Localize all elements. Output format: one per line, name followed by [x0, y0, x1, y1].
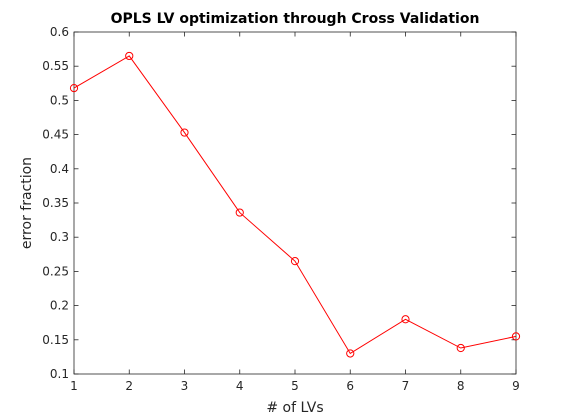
- x-axis: 1 2 3 4 5 6 7 8 9: [70, 32, 520, 393]
- x-tick-label: 6: [346, 379, 354, 393]
- x-tick-label: 1: [70, 379, 78, 393]
- x-tick-label: 5: [291, 379, 299, 393]
- data-point: [125, 51, 134, 61]
- x-tick-label: 7: [402, 379, 410, 393]
- y-tick-label: 0.6: [50, 25, 69, 39]
- series-layer: [69, 51, 521, 358]
- y-tick-label: 0.45: [42, 128, 69, 142]
- y-tick-label: 0.35: [42, 196, 69, 210]
- y-axis-label: error fraction: [19, 157, 35, 249]
- data-point: [401, 315, 410, 324]
- data-point: [180, 128, 189, 137]
- x-tick-label: 3: [181, 379, 189, 393]
- y-tick-label: 0.15: [42, 333, 69, 347]
- data-point: [346, 349, 355, 358]
- y-tick-label: 0.25: [42, 264, 69, 278]
- plot-area: [73, 31, 517, 375]
- series-line: [73, 55, 517, 355]
- y-tick-label: 0.5: [50, 93, 69, 107]
- x-tick-label: 2: [125, 379, 133, 393]
- y-tick-label: 0.2: [50, 299, 69, 313]
- y-tick-label: 0.55: [42, 59, 69, 73]
- data-point: [290, 257, 300, 266]
- x-tick-label: 8: [457, 379, 465, 393]
- y-tick-label: 0.3: [50, 230, 69, 244]
- data-point: [511, 332, 521, 341]
- data-point: [235, 208, 244, 217]
- x-axis-label: # of LVs: [266, 400, 323, 416]
- y-axis: 0.1 0.15 0.2 0.25 0.3 0.35 0.4 0.45 0.5 0.55 0.6: [42, 25, 516, 381]
- x-tick-label: 9: [512, 379, 520, 393]
- chart-title: OPLS LV optimization through Cross Valid…: [111, 11, 480, 27]
- y-tick-label: 0.1: [50, 367, 69, 381]
- data-point: [456, 343, 465, 353]
- x-tick-label: 4: [236, 379, 244, 393]
- y-tick-label: 0.4: [50, 162, 69, 176]
- data-point: [69, 83, 79, 93]
